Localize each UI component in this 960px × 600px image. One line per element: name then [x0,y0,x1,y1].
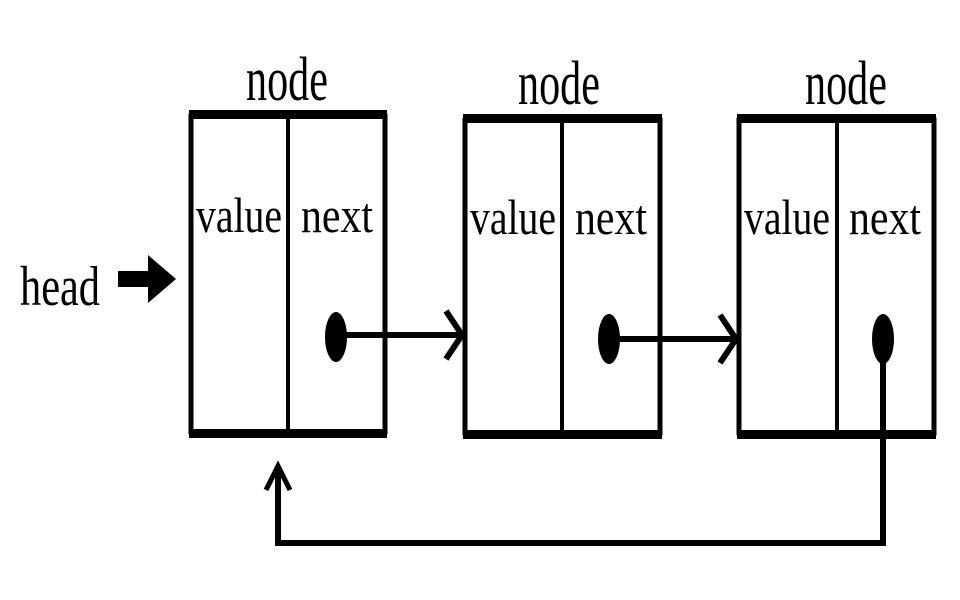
node-1-title: node [246,46,328,114]
head-label: head [20,256,100,318]
arrow-node-2-to-node-3 [609,313,740,365]
head-arrow [118,255,176,303]
node-2-value-field: value [470,189,556,245]
node-2-title: node [518,50,600,118]
node-1-next-field: next [301,187,373,243]
arrow-node-3-to-node-1 [263,362,886,546]
node-1-value-field: value [196,187,282,243]
node-1: node value next [188,46,388,438]
node-3-value-field: value [744,189,830,245]
node-3-next-field: next [849,189,921,245]
node-3-title: node [805,50,887,118]
node-2-next-field: next [575,189,647,245]
node-3-pointer-dot [872,314,894,364]
node-2: node value next [462,50,663,439]
node-3: node value next [736,50,937,439]
arrow-node-1-to-node-2 [336,309,466,361]
